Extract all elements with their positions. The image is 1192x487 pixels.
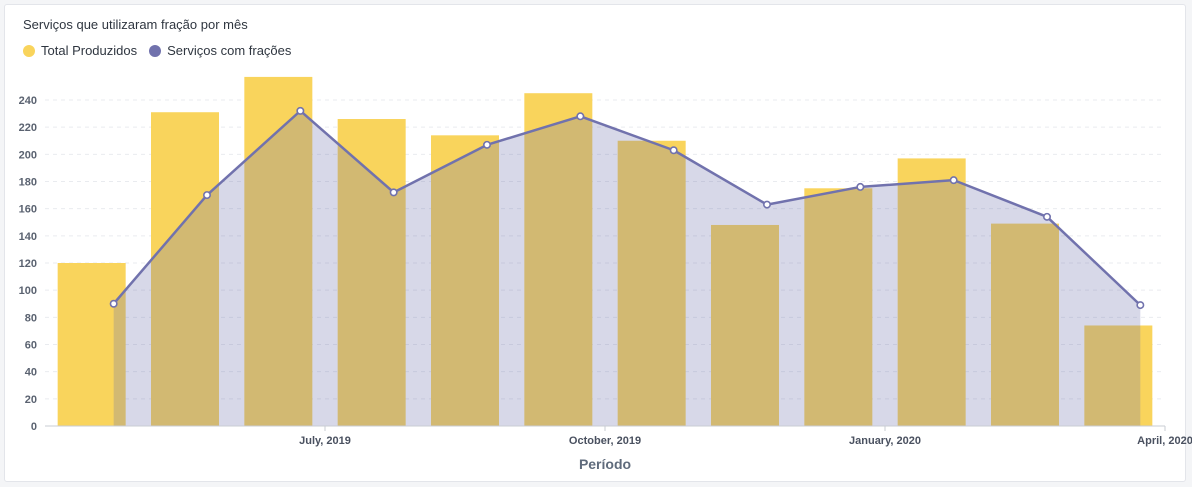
chart-legend: Total Produzidos Serviços com frações bbox=[23, 43, 291, 58]
bar-total-produzidos-6 bbox=[617, 140, 686, 426]
y-tick-label-140: 140 bbox=[19, 231, 37, 243]
bar-total-produzidos-11 bbox=[1084, 325, 1153, 426]
point-servicos-com-fracoes-9 bbox=[949, 176, 958, 185]
bar-total-produzidos-10 bbox=[991, 223, 1059, 426]
bar-total-produzidos-7 bbox=[711, 224, 779, 426]
x-axis-title: Período bbox=[579, 456, 631, 472]
x-tick-label-11: April, 2020 bbox=[1137, 435, 1192, 447]
legend-label-total-produzidos: Total Produzidos bbox=[41, 43, 138, 58]
line-servicos-com-fracoes bbox=[112, 109, 1142, 307]
y-tick-label-180: 180 bbox=[19, 177, 37, 189]
x-tick-label-5: October, 2019 bbox=[569, 435, 641, 447]
bar-total-produzidos-9 bbox=[897, 158, 966, 427]
legend-swatch-servicos-com-fracoes bbox=[149, 44, 162, 57]
bar-total-produzidos-2 bbox=[244, 76, 313, 427]
point-servicos-com-fracoes-8 bbox=[856, 182, 865, 191]
point-servicos-com-fracoes-0 bbox=[109, 299, 118, 308]
point-servicos-com-fracoes-5 bbox=[576, 112, 585, 121]
y-tick-label-0: 0 bbox=[31, 421, 37, 433]
point-servicos-com-fracoes-2 bbox=[296, 106, 305, 115]
y-tick-label-80: 80 bbox=[25, 312, 37, 324]
point-servicos-com-fracoes-7 bbox=[762, 200, 771, 209]
bar-total-produzidos-0 bbox=[57, 263, 126, 426]
bar-total-produzidos-5 bbox=[524, 93, 593, 426]
y-tick-label-20: 20 bbox=[25, 394, 37, 406]
point-servicos-com-fracoes-10 bbox=[1043, 212, 1052, 221]
x-tick-label-8: January, 2020 bbox=[849, 435, 921, 447]
y-tick-label-220: 220 bbox=[19, 122, 37, 134]
point-servicos-com-fracoes-4 bbox=[482, 140, 491, 149]
bar-total-produzidos-8 bbox=[804, 188, 873, 426]
point-servicos-com-fracoes-11 bbox=[1136, 301, 1145, 310]
y-tick-label-240: 240 bbox=[19, 95, 37, 107]
legend-item-servicos-com-fracoes[interactable]: Serviços com frações bbox=[149, 43, 291, 58]
y-tick-label-160: 160 bbox=[19, 204, 37, 216]
point-servicos-com-fracoes-1 bbox=[203, 191, 212, 200]
y-tick-label-40: 40 bbox=[25, 367, 37, 379]
legend-label-servicos-com-fracoes: Serviços com frações bbox=[167, 43, 292, 58]
y-tick-label-120: 120 bbox=[19, 258, 37, 270]
point-servicos-com-fracoes-3 bbox=[389, 188, 398, 197]
x-tick-label-2: July, 2019 bbox=[299, 435, 351, 447]
bar-total-produzidos-1 bbox=[151, 112, 219, 426]
legend-item-total-produzidos[interactable]: Total Produzidos bbox=[23, 43, 137, 58]
y-tick-label-200: 200 bbox=[19, 149, 37, 161]
bar-total-produzidos-3 bbox=[337, 119, 406, 427]
legend-swatch-total-produzidos bbox=[23, 44, 35, 57]
area-servicos-com-fracoes bbox=[113, 110, 1141, 426]
y-tick-label-100: 100 bbox=[19, 285, 37, 297]
y-tick-label-60: 60 bbox=[25, 340, 37, 352]
chart-title: Serviços que utilizaram fração por mês bbox=[23, 17, 248, 32]
bar-total-produzidos-4 bbox=[431, 135, 499, 427]
point-servicos-com-fracoes-6 bbox=[669, 146, 678, 155]
